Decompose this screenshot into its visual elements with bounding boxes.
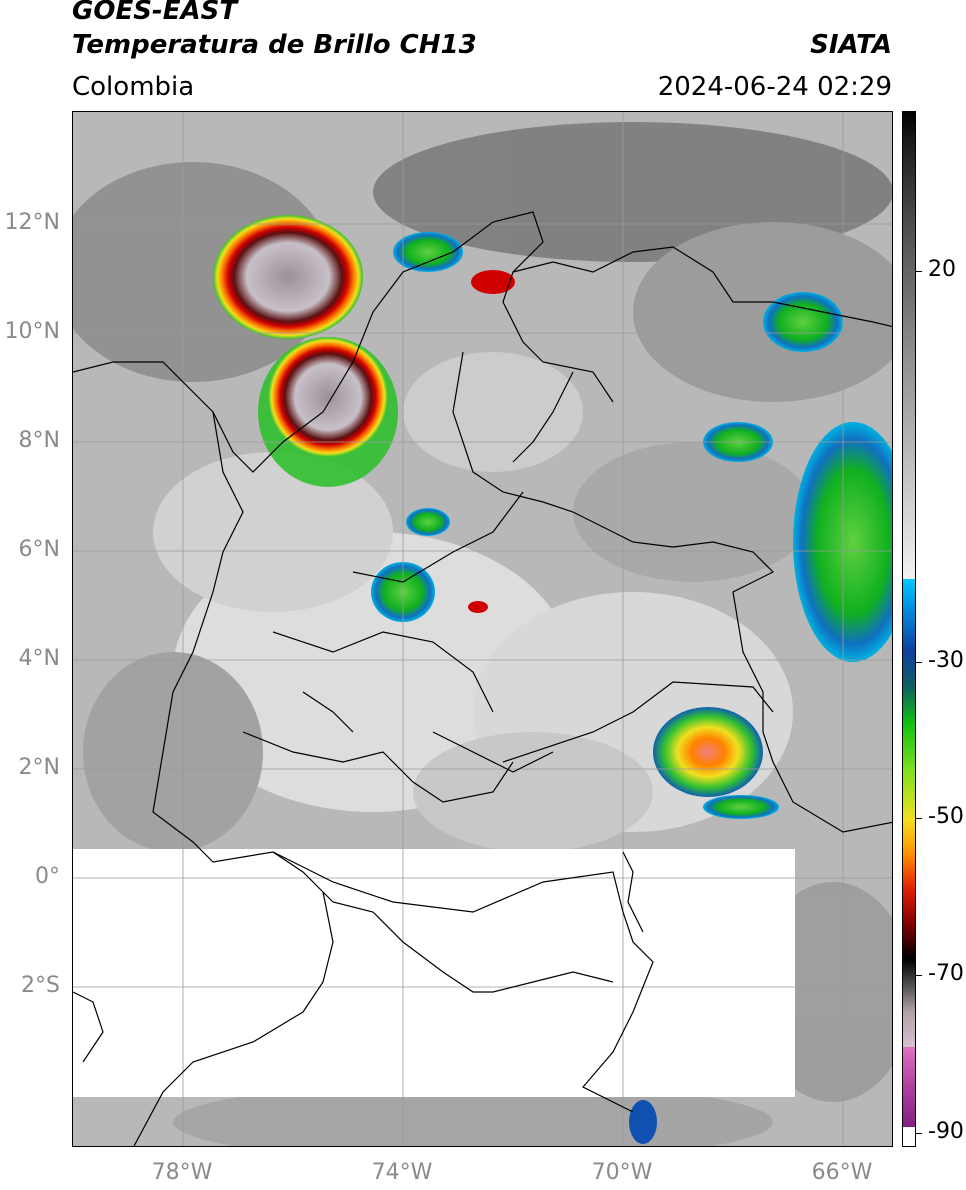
colorbar-purple [903, 1047, 915, 1127]
colorbar-label-m90: -90 [928, 1119, 964, 1144]
colorbar-tick-m70 [916, 975, 922, 976]
region-label: Colombia [72, 72, 195, 102]
colorbar-label-m70: -70 [928, 961, 964, 986]
colorbar-tick-m90 [916, 1133, 922, 1134]
lat-label-6n: 6°N [18, 537, 60, 562]
colorbar-white [903, 1127, 915, 1146]
lat-label-0: 0° [35, 864, 60, 889]
colorbar-tick-20 [916, 271, 922, 272]
colorbar-gray-scale [903, 112, 915, 579]
lon-label-74w: 74°W [371, 1160, 433, 1185]
agency-label: SIATA [810, 30, 892, 60]
satellite-title: GOES-EAST [72, 0, 238, 26]
storm-cluster-caribbean [213, 215, 363, 339]
lat-label-8n: 8°N [18, 428, 60, 453]
colorbar-tick-m30 [916, 662, 922, 663]
no-data-area [73, 849, 795, 1097]
colorbar-warm [903, 819, 915, 959]
lat-label-4n: 4°N [18, 646, 60, 671]
storm-cell-guajira [471, 270, 515, 294]
storm-cluster-east [653, 707, 763, 797]
borders [73, 211, 892, 1146]
map-canvas [73, 112, 892, 1146]
lat-label-2n: 2°N [18, 755, 60, 780]
colorbar-label-m50: -50 [928, 804, 964, 829]
lon-label-70w: 70°W [591, 1160, 653, 1185]
storm-cluster-north [268, 337, 388, 457]
lat-label-12n: 12°N [4, 210, 60, 235]
colorbar-blue-green [903, 579, 915, 819]
lon-label-66w: 66°W [811, 1160, 873, 1185]
storm-cluster-venezuela [793, 422, 892, 662]
colorbar-label-m30: -30 [928, 648, 964, 673]
lon-label-78w: 78°W [151, 1160, 213, 1185]
product-title: Temperatura de Brillo CH13 [72, 30, 477, 60]
datetime-label: 2024-06-24 02:29 [657, 72, 892, 102]
colorbar [902, 111, 916, 1147]
lat-label-10n: 10°N [4, 319, 60, 344]
graticule [73, 112, 892, 1146]
lat-label-2s: 2°S [21, 973, 60, 998]
colorbar-gray-cold [903, 959, 915, 1047]
colorbar-label-20: 20 [928, 257, 956, 282]
satellite-map[interactable] [72, 111, 893, 1147]
colorbar-tick-m50 [916, 818, 922, 819]
